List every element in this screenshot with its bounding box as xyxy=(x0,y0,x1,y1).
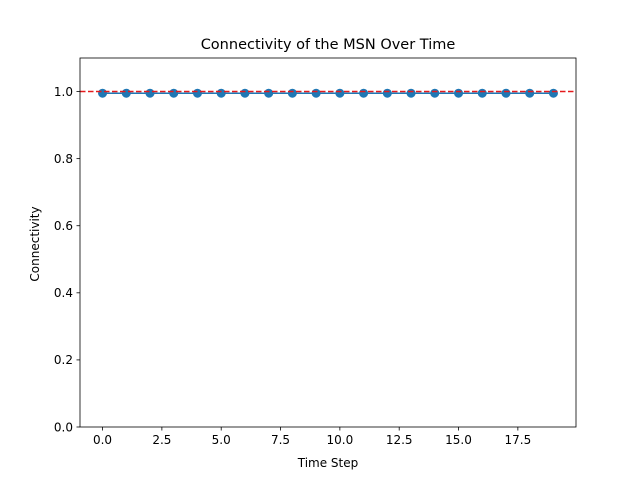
data-point xyxy=(264,88,274,98)
data-point xyxy=(98,88,108,98)
data-point xyxy=(501,88,511,98)
data-point xyxy=(477,88,487,98)
y-tick-label: 0.4 xyxy=(54,286,73,300)
data-point xyxy=(359,88,369,98)
data-point xyxy=(548,88,558,98)
data-point xyxy=(311,88,321,98)
y-tick-label: 0.0 xyxy=(54,420,73,434)
y-tick-label: 0.8 xyxy=(54,152,73,166)
y-tick-label: 0.2 xyxy=(54,353,73,367)
x-tick-label: 5.0 xyxy=(212,433,231,447)
data-point xyxy=(169,88,179,98)
data-point xyxy=(454,88,464,98)
y-tick-label: 1.0 xyxy=(54,85,73,99)
x-axis-title: Time Step xyxy=(297,456,359,470)
x-tick-label: 17.5 xyxy=(504,433,531,447)
x-tick-label: 12.5 xyxy=(386,433,413,447)
y-tick-label: 0.6 xyxy=(54,219,73,233)
data-point xyxy=(525,88,535,98)
x-tick-label: 10.0 xyxy=(327,433,354,447)
y-axis-title: Connectivity xyxy=(28,206,42,281)
data-point xyxy=(145,88,155,98)
data-point xyxy=(192,88,202,98)
x-tick-label: 0.0 xyxy=(93,433,112,447)
plot-area: 0.0 2.5 5.0 7.5 10.0 12.5 15.0 17.5 0.0 0.2 0.4 0.6… xyxy=(54,57,577,447)
data-point xyxy=(240,88,250,98)
x-tick-label: 2.5 xyxy=(152,433,171,447)
data-point xyxy=(430,88,440,98)
data-point xyxy=(216,88,226,98)
chart-title: Connectivity of the MSN Over Time xyxy=(201,37,456,53)
data-point xyxy=(382,88,392,98)
data-point xyxy=(287,88,297,98)
axes-frame xyxy=(79,57,577,428)
data-point xyxy=(406,88,416,98)
data-point xyxy=(121,88,131,98)
x-tick-label: 7.5 xyxy=(271,433,290,447)
data-point xyxy=(335,88,345,98)
x-tick-label: 15.0 xyxy=(445,433,472,447)
